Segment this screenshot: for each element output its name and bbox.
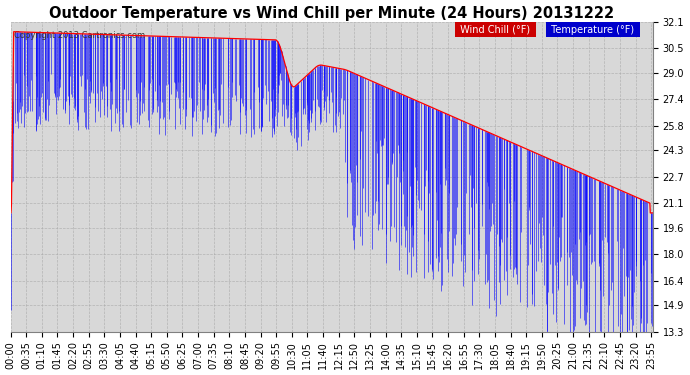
Text: Temperature (°F): Temperature (°F) [549,25,638,35]
Title: Outdoor Temperature vs Wind Chill per Minute (24 Hours) 20131222: Outdoor Temperature vs Wind Chill per Mi… [49,6,614,21]
Text: Wind Chill (°F): Wind Chill (°F) [457,25,533,35]
Text: Copyright 2013 Cartronics.com: Copyright 2013 Cartronics.com [14,31,145,40]
